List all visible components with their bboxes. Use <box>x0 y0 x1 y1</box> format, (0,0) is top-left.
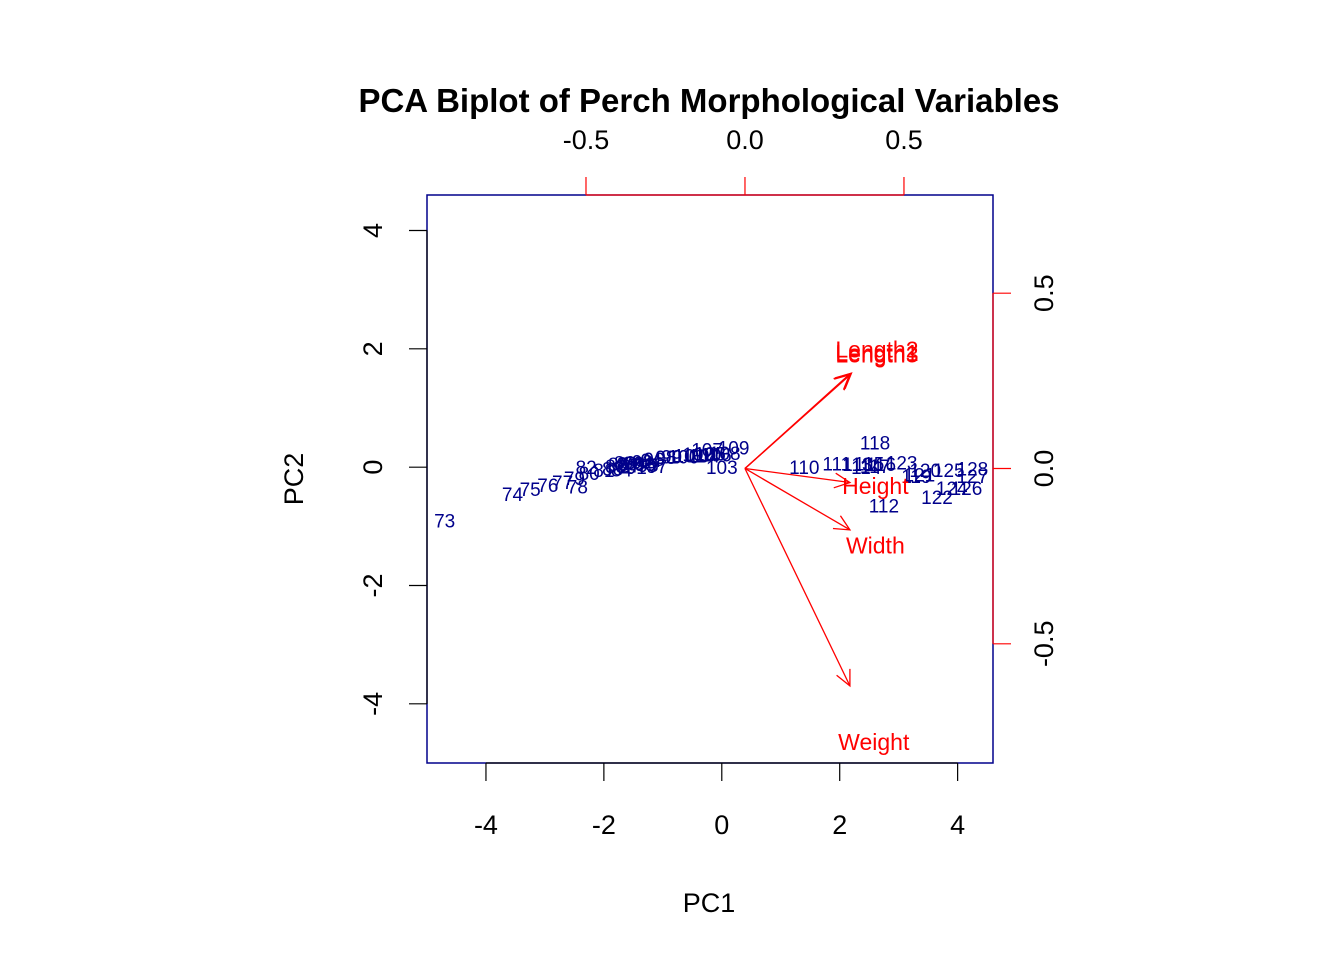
loading-label: Length2 <box>835 336 918 362</box>
y-tick-label: -4 <box>358 692 388 716</box>
observation-label: 79 <box>564 469 585 490</box>
top-tick-label: 0.0 <box>726 125 764 155</box>
observation-label: 126 <box>951 479 983 500</box>
observation-label: 111 <box>822 455 851 476</box>
observation-label: 124 <box>936 479 968 500</box>
observation-label: 81 <box>593 461 614 482</box>
observation-label: 90 <box>623 454 644 475</box>
observation-label: 95 <box>638 456 659 477</box>
observation-label: 92 <box>632 452 653 473</box>
observation-label: 102 <box>682 445 714 466</box>
observation-label: 78 <box>567 478 588 499</box>
observation-label: 75 <box>520 480 541 501</box>
y-tick-label: 2 <box>358 341 388 356</box>
loading-arrow <box>744 467 851 531</box>
loading-label: Weight <box>838 729 910 755</box>
loading-arrowhead <box>836 668 851 688</box>
chart-title: PCA Biplot of Perch Morphological Variab… <box>358 82 1059 119</box>
top-tick-label: -0.5 <box>563 125 610 155</box>
right-tick-label: 0.5 <box>1029 274 1059 312</box>
observation-label: 109 <box>718 439 750 460</box>
observation-label: 83 <box>605 457 626 478</box>
x-tick-label: -4 <box>474 810 498 840</box>
observation-label: 84 <box>611 461 633 482</box>
observation-label: 89 <box>617 455 638 476</box>
x-tick-label: 2 <box>832 810 847 840</box>
observation-label: 113 <box>842 455 872 476</box>
loading-arrowhead <box>832 515 852 531</box>
observation-label: 85 <box>608 455 629 476</box>
observation-label: 88 <box>602 459 623 480</box>
observation-label: 86 <box>614 453 635 474</box>
observation-label: 107 <box>691 440 723 461</box>
observation-label: 87 <box>620 456 641 477</box>
observation-label: 108 <box>709 444 741 465</box>
y-tick-label: 0 <box>358 460 388 475</box>
observation-label: 116 <box>866 455 896 476</box>
y-tick-label: -2 <box>358 573 388 597</box>
y-tick-label: 4 <box>358 223 388 238</box>
observation-label: 100 <box>668 448 700 469</box>
observation-label: 119 <box>901 467 931 488</box>
observation-label: 123 <box>886 453 918 474</box>
loading-arrowhead <box>833 472 852 489</box>
observation-label: 94 <box>640 451 662 472</box>
observation-label: 91 <box>626 458 647 479</box>
observation-label: 97 <box>646 457 667 478</box>
loading-label: Length3 <box>835 342 918 368</box>
loading-label: Length1 <box>835 340 918 366</box>
observation-label: 117 <box>860 457 890 478</box>
observation-label: 114 <box>851 458 882 479</box>
observation-label: 106 <box>700 446 732 467</box>
loading-label: Height <box>842 473 909 499</box>
loading-arrow <box>744 468 851 687</box>
x-tick-label: -2 <box>592 810 616 840</box>
observation-label: 127 <box>957 467 989 488</box>
observation-label: 104 <box>688 446 720 467</box>
observation-label: 118 <box>860 433 890 454</box>
observation-label: 128 <box>957 459 989 480</box>
loading-arrowhead <box>834 373 852 391</box>
x-axis-label: PC1 <box>683 888 736 918</box>
observation-label: 122 <box>921 488 953 509</box>
observation-label: 76 <box>537 476 558 497</box>
x-tick-label: 4 <box>950 810 965 840</box>
plot-area: -4 -2 0 2 4 -4 -2 0 2 4 -0.5 0.0 0.5 -0.5 0.0 0.5 73 7475… <box>358 125 1059 840</box>
loading-arrow <box>744 467 850 484</box>
observation-label: 73 <box>434 511 455 532</box>
loading-arrow <box>744 374 851 469</box>
observation-label: 93 <box>635 455 656 476</box>
observation-label: 110 <box>789 458 819 479</box>
observation-label: 112 <box>869 497 899 518</box>
top-tick-label: 0.5 <box>885 125 923 155</box>
observation-label: 125 <box>933 461 965 482</box>
right-tick-label: 0.0 <box>1029 450 1059 488</box>
y-axis-label: PC2 <box>279 453 309 506</box>
observation-label: 82 <box>576 458 597 479</box>
x-tick-label: 0 <box>714 810 729 840</box>
observation-label: 77 <box>552 473 573 494</box>
observation-label: 80 <box>579 464 600 485</box>
observation-label: 120 <box>909 461 941 482</box>
observation-label: 103 <box>706 458 738 479</box>
observation-label: 98 <box>655 448 676 469</box>
right-tick-label: -0.5 <box>1029 621 1059 668</box>
observation-label: 105 <box>694 445 726 466</box>
observation-label: 74 <box>502 485 524 506</box>
loading-label: Width <box>846 533 905 559</box>
observation-label: 99 <box>661 448 682 469</box>
observation-label: 115 <box>854 455 884 476</box>
observation-label: 96 <box>643 450 664 471</box>
observation-label: 121 <box>903 465 935 486</box>
observation-label: 101 <box>674 446 706 467</box>
